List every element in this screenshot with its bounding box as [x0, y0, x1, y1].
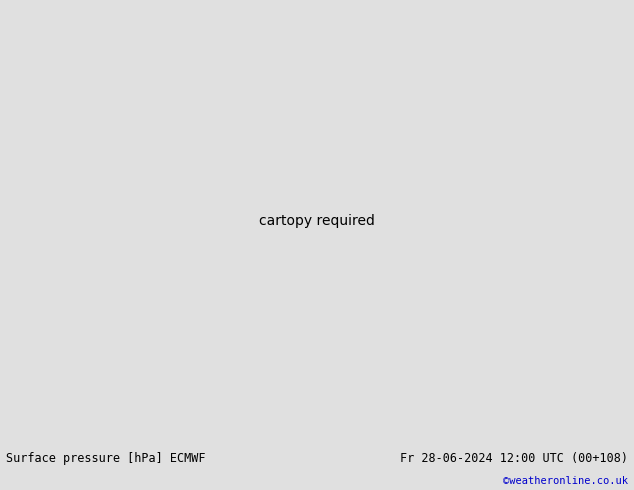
Text: Fr 28-06-2024 12:00 UTC (00+108): Fr 28-06-2024 12:00 UTC (00+108): [399, 452, 628, 466]
Text: cartopy required: cartopy required: [259, 214, 375, 227]
Text: ©weatheronline.co.uk: ©weatheronline.co.uk: [503, 475, 628, 486]
Text: Surface pressure [hPa] ECMWF: Surface pressure [hPa] ECMWF: [6, 452, 206, 466]
